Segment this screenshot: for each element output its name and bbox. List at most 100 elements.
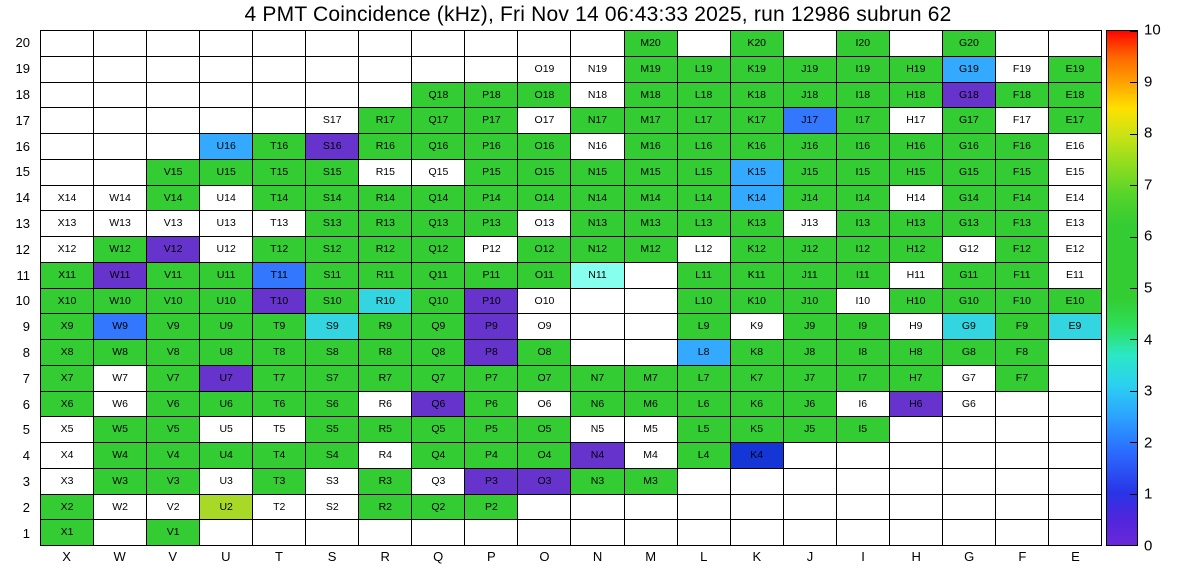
cell-T15: T15 [253,159,306,185]
cell-O15: O15 [518,159,571,185]
x-tick-label: N [592,549,603,564]
cell-T11: T11 [253,262,306,288]
cell-V2: V2 [147,494,200,520]
cell-empty [889,417,942,442]
cell-I5: I5 [836,417,889,442]
cell-empty [889,468,942,494]
cell-H6: H6 [889,391,942,417]
cell-U3: U3 [200,468,253,494]
cell-I20: I20 [836,31,889,56]
cell-K7: K7 [730,365,783,391]
cell-I11: I11 [836,262,889,288]
cell-empty [359,520,412,545]
x-tick-label: H [911,549,921,564]
cell-O6: O6 [518,391,571,417]
cell-empty [94,31,147,56]
cell-H17: H17 [889,108,942,133]
cell-L9: L9 [677,314,730,339]
cell-empty [518,31,571,56]
cell-empty [995,494,1048,520]
cell-N19: N19 [571,56,624,82]
cell-empty [253,82,306,108]
cell-empty [942,494,995,520]
x-tick-label: L [700,549,708,564]
cell-empty [253,31,306,56]
cell-K16: K16 [730,134,783,159]
cell-J15: J15 [783,159,836,185]
cell-Q4: Q4 [412,443,465,468]
cell-F8: F8 [995,340,1048,365]
cell-M3: M3 [624,468,677,494]
cell-I19: I19 [836,56,889,82]
cell-N17: N17 [571,108,624,133]
colorbar-tick-mark [1130,236,1137,238]
cell-Q7: Q7 [412,365,465,391]
cell-W9: W9 [94,314,147,339]
cell-P8: P8 [465,340,518,365]
cell-O5: O5 [518,417,571,442]
cell-V1: V1 [147,520,200,545]
cell-empty [359,82,412,108]
cell-I9: I9 [836,314,889,339]
cell-H7: H7 [889,365,942,391]
cell-empty [412,31,465,56]
cell-K8: K8 [730,340,783,365]
cell-P10: P10 [465,288,518,314]
cell-K9: K9 [730,314,783,339]
cell-M12: M12 [624,237,677,262]
cell-H15: H15 [889,159,942,185]
x-tick-label: O [539,549,550,564]
colorbar-tick-label: 7 [1144,176,1153,194]
x-tick-label: F [1018,549,1027,564]
y-tick-label: 2 [22,499,30,515]
cell-empty [253,108,306,133]
cell-F14: F14 [995,185,1048,211]
x-tick-label: U [221,549,231,564]
cell-W7: W7 [94,365,147,391]
cell-L17: L17 [677,108,730,133]
cell-empty [306,520,359,545]
cell-empty [995,417,1048,442]
cell-L7: L7 [677,365,730,391]
cell-J11: J11 [783,262,836,288]
cell-X14: X14 [41,185,94,211]
cell-T6: T6 [253,391,306,417]
cell-O7: O7 [518,365,571,391]
cell-empty [783,468,836,494]
y-tick-label: 18 [15,86,30,102]
cell-F17: F17 [995,108,1048,133]
cell-T7: T7 [253,365,306,391]
cell-empty [624,494,677,520]
cell-empty [1048,391,1101,417]
x-tick-label: Q [433,549,444,564]
cell-J18: J18 [783,82,836,108]
cell-M4: M4 [624,443,677,468]
x-tick-label: W [113,549,126,564]
cell-O4: O4 [518,443,571,468]
y-tick-label: 6 [22,396,30,412]
cell-empty [730,468,783,494]
cell-N13: N13 [571,211,624,236]
cell-K11: K11 [730,262,783,288]
cell-Q16: Q16 [412,134,465,159]
cell-K12: K12 [730,237,783,262]
cell-U11: U11 [200,262,253,288]
cell-M18: M18 [624,82,677,108]
cell-O19: O19 [518,56,571,82]
cell-R16: R16 [359,134,412,159]
cell-T12: T12 [253,237,306,262]
cell-R4: R4 [359,443,412,468]
cell-S9: S9 [306,314,359,339]
cell-O14: O14 [518,185,571,211]
cell-P9: P9 [465,314,518,339]
cell-J16: J16 [783,134,836,159]
cell-S13: S13 [306,211,359,236]
cell-I14: I14 [836,185,889,211]
cell-T13: T13 [253,211,306,236]
cell-R2: R2 [359,494,412,520]
cell-K18: K18 [730,82,783,108]
cell-M15: M15 [624,159,677,185]
cell-W14: W14 [94,185,147,211]
y-tick-label: 1 [22,525,30,541]
x-tick-label: M [645,549,657,564]
